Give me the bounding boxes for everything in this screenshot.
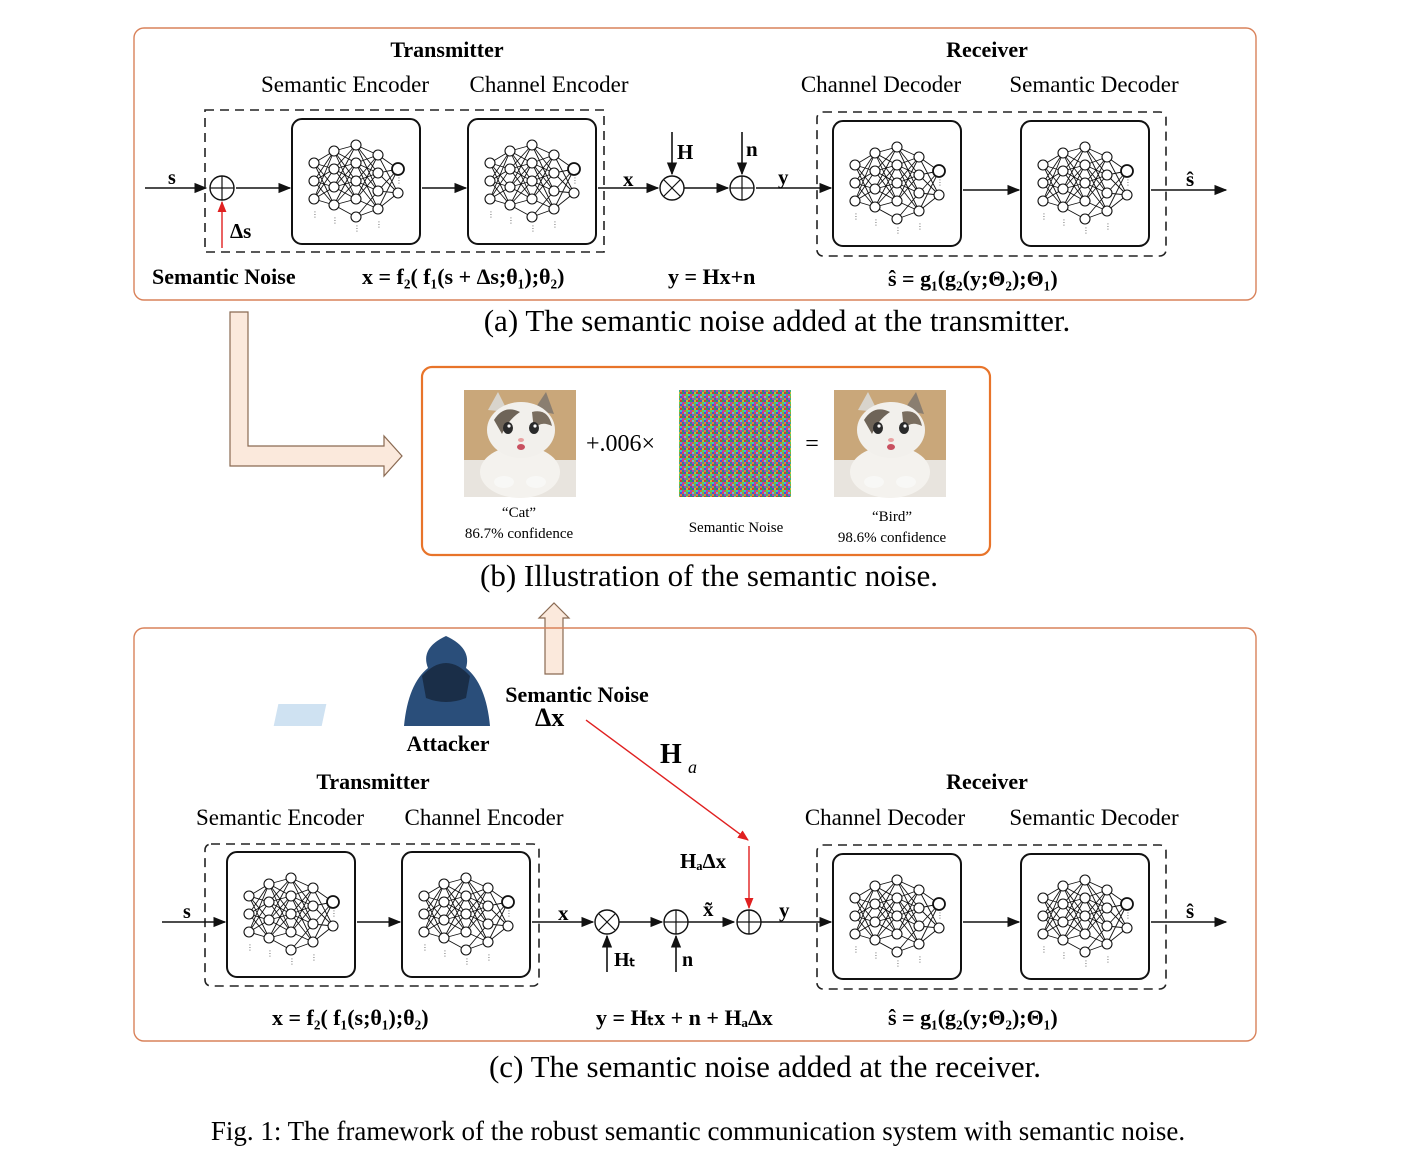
Ht-label: Hₜ (614, 949, 636, 971)
rx-equation-a: ŝ = g₁(g₂(y;Θ₂);Θ₁) (888, 266, 1058, 291)
x-label-a: x (623, 167, 634, 191)
attacker-icon (273, 636, 490, 726)
Ha-subscript: a (688, 757, 697, 777)
caption-b: (b) Illustration of the semantic noise. (480, 558, 938, 593)
panel-b-border (420, 365, 992, 557)
block-arrow-c-to-b (537, 602, 571, 675)
semantic-noise-image (679, 390, 791, 497)
cat-confidence: 86.7% confidence (465, 526, 574, 542)
panel-c: Attacker Semantic Noise Δx H a Transmitt… (133, 627, 1257, 1042)
output-shat-c: ŝ (1186, 899, 1194, 923)
adder-icon (736, 909, 762, 935)
y-label-a: y (778, 165, 789, 189)
H-label-a: H (677, 140, 693, 164)
semantic-noise-label-c: Semantic Noise (505, 682, 649, 707)
adder-icon (663, 909, 689, 935)
n-label-a: n (746, 137, 758, 161)
delta-x-label: Δx (535, 703, 564, 732)
decoder-group-c (816, 844, 1167, 990)
panel-b: +.006× = “Cat” 86.7% confidence Semantic… (420, 365, 992, 593)
xtilde-label: x̃ (703, 897, 714, 921)
figure-caption: Fig. 1: The framework of the robust sema… (211, 1116, 1185, 1146)
channel-encoder-label-c: Channel Encoder (404, 805, 563, 830)
input-s-a: s (168, 167, 176, 189)
rx-equation-c: ŝ = g₁(g₂(y;Θ₂);Θ₁) (888, 1005, 1058, 1030)
coefficient-label: +.006× (586, 431, 655, 457)
tx-title-a: Transmitter (390, 37, 503, 62)
semantic-decoder-label-a: Semantic Decoder (1009, 72, 1179, 97)
tx-equation-c: x = f₂( f₁(s;θ₁);θ₂) (272, 1005, 429, 1030)
equals-sign: = (805, 431, 819, 457)
caption-a: (a) The semantic noise added at the tran… (484, 303, 1071, 338)
input-s-c: s (183, 901, 191, 923)
semantic-decoder-label-c: Semantic Decoder (1009, 805, 1179, 830)
Ha-label: H (660, 739, 682, 770)
encoder-group-a (204, 109, 605, 253)
delta-s-label: Δs (230, 219, 251, 243)
HaDx-label: HₐΔx (680, 849, 727, 873)
rx-title-a: Receiver (946, 37, 1028, 62)
tx-title-c: Transmitter (316, 769, 429, 794)
rx-title-c: Receiver (946, 769, 1028, 794)
panel-a-border (133, 27, 1257, 301)
noise-label: Semantic Noise (689, 520, 784, 536)
semantic-encoder-label-c: Semantic Encoder (196, 805, 364, 830)
adder-icon (729, 175, 755, 201)
multiplier-icon (594, 909, 620, 935)
semantic-noise-label-a: Semantic Noise (152, 264, 296, 289)
attack-arrow (585, 719, 749, 841)
attacker-label: Attacker (406, 731, 489, 756)
multiplier-icon (659, 175, 685, 201)
channel-decoder-label-a: Channel Decoder (801, 72, 962, 97)
bird-label: “Bird” (872, 509, 912, 525)
channel-equation-a: y = Hx+n (668, 264, 755, 289)
cat-image (464, 390, 576, 498)
cat-label: “Cat” (502, 505, 536, 521)
bird-confidence: 98.6% confidence (838, 530, 947, 546)
caption-c: (c) The semantic noise added at the rece… (489, 1049, 1041, 1084)
panel-a: Transmitter Receiver Semantic Encoder Ch… (133, 27, 1257, 338)
decoder-group-a (816, 111, 1167, 257)
adder-icon (209, 175, 235, 201)
panel-c-border (133, 627, 1257, 1042)
semantic-encoder-label-a: Semantic Encoder (261, 72, 429, 97)
channel-encoder-label-a: Channel Encoder (469, 72, 628, 97)
x-label-c: x (558, 901, 569, 925)
tx-equation-a: x = f₂( f₁(s + Δs;θ₁);θ₂) (362, 264, 564, 289)
n-label-c: n (682, 949, 693, 971)
adversarial-cat-image (834, 390, 946, 498)
output-shat-a: ŝ (1186, 167, 1194, 191)
encoder-group-c (204, 843, 540, 987)
channel-equation-c: y = Hₜx + n + HₐΔx (596, 1005, 773, 1030)
channel-decoder-label-c: Channel Decoder (805, 805, 966, 830)
y-label-c: y (779, 898, 790, 922)
block-arrow-a-to-b (229, 311, 403, 478)
